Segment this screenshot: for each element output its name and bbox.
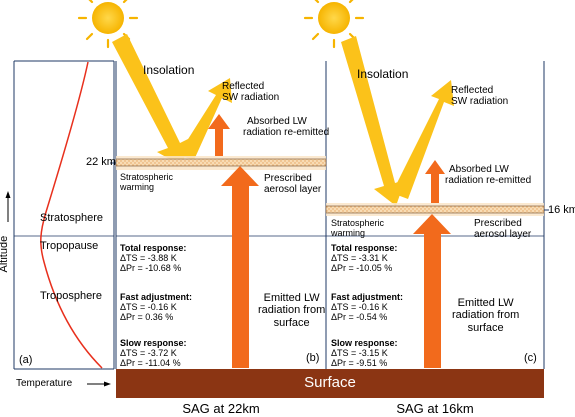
warming-line1-b: Stratospheric [120, 172, 174, 182]
panel-b-label: (b) [306, 352, 320, 364]
emitted-lw-arrow-c [413, 214, 451, 368]
absorbed-line1-c: Absorbed LW [449, 164, 509, 175]
absorbed-line1-b: Absorbed LW [247, 116, 307, 127]
fast-adjustment-b: Fast adjustment: ΔTS = -0.16 K ΔPr = 0.3… [120, 292, 192, 322]
absorbed-line2-b: radiation re-emitted [243, 127, 330, 139]
temperature-axis-label: Temperature [16, 378, 73, 389]
aerosol-line1-b: Prescribed [264, 173, 312, 184]
slow-response-b: Slow response: ΔTS = -3.72 K ΔPr = -11.0… [120, 338, 187, 368]
fast-title-b: Fast adjustment: [120, 292, 193, 302]
reflected-line1-c: Reflected [451, 85, 494, 96]
altitude-axis-label: Altitude [0, 235, 11, 273]
slow-title-c: Slow response: [331, 338, 398, 348]
slow-pr-c: ΔPr = -9.51 % [331, 358, 388, 369]
emitted-line2-c: radiation from [452, 309, 520, 322]
aerosol-label-b: Prescribed aerosol layer [264, 173, 321, 195]
aerosol-layer-c [325, 203, 545, 216]
tropopause-label: Tropopause [40, 240, 99, 252]
aerosol-line1-c: Prescribed [474, 218, 522, 229]
height-label-c: 16 km [548, 204, 575, 216]
emitted-lw-arrow-b [221, 166, 259, 368]
total-ts-c: ΔTS = -3.31 K [331, 253, 388, 264]
surface-label: Surface [304, 374, 356, 391]
total-pr-b: ΔPr = -10.68 % [120, 263, 182, 274]
warming-line2-c: warming [331, 228, 366, 239]
emitted-line1-c: Emitted LW [457, 297, 514, 309]
emitted-line1-b: Emitted LW [263, 292, 320, 304]
total-title-b: Total response: [120, 243, 187, 253]
total-pr-c: ΔPr = -10.05 % [331, 263, 393, 274]
emitted-label-b: Emitted LW radiation from surface [258, 292, 325, 329]
panel-a-label: (a) [19, 354, 33, 366]
slow-ts-b: ΔTS = -3.72 K [120, 348, 177, 359]
emitted-line3-c: surface [467, 321, 504, 334]
height-label-b: 22 km [86, 156, 116, 168]
total-response-b: Total response: ΔTS = -3.88 K ΔPr = -10.… [120, 243, 186, 273]
slow-pr-b: ΔPr = -11.04 % [120, 358, 181, 369]
absorbed-label-c: Absorbed LW radiation re-emitted [445, 164, 531, 186]
caption-c: SAG at 16km [396, 401, 474, 416]
reflected-label-c: Reflected SW radiation [451, 85, 508, 107]
warming-line2-b: warming [120, 182, 155, 193]
emitted-line3-b: surface [273, 316, 310, 329]
reemitted-lw-arrow-c [425, 160, 445, 203]
insolation-label-c: Insolation [357, 67, 409, 81]
slow-response-c: Slow response: ΔTS = -3.15 K ΔPr = -9.51… [331, 338, 398, 368]
reflected-line2-c: SW radiation [451, 96, 509, 108]
insolation-arrow-c [341, 36, 405, 206]
stratosphere-label: Stratosphere [40, 212, 103, 224]
reflected-label-b: Reflected SW radiation [222, 81, 279, 103]
troposphere-label: Troposphere [40, 290, 102, 302]
aerosol-line2-c: aerosol layer [474, 229, 532, 241]
emitted-label-c: Emitted LW radiation from surface [452, 297, 519, 334]
fast-pr-b: ΔPr = 0.36 % [120, 312, 174, 323]
reflected-arrow-c [392, 80, 454, 199]
panel-c-label: (c) [524, 352, 537, 364]
aerosol-layer-b [115, 156, 327, 170]
surface-bar [116, 369, 544, 398]
slow-ts-c: ΔTS = -3.15 K [331, 348, 388, 359]
reflected-arrow-b [178, 78, 232, 160]
temperature-profile-curve [40, 61, 103, 369]
warming-label-c: Stratospheric warming [331, 218, 384, 238]
total-ts-b: ΔTS = -3.88 K [120, 253, 177, 264]
total-title-c: Total response: [331, 243, 398, 253]
caption-b: SAG at 22km [182, 401, 260, 416]
aerosol-label-c: Prescribed aerosol layer [474, 218, 531, 240]
warming-line1-c: Stratospheric [331, 218, 385, 228]
absorbed-line2-c: radiation re-emitted [445, 175, 532, 187]
temperature-arrow [87, 381, 111, 387]
reflected-line1-b: Reflected [222, 81, 265, 92]
fast-ts-b: ΔTS = -0.16 K [120, 302, 177, 313]
fast-title-c: Fast adjustment: [331, 292, 404, 302]
fast-adjustment-c: Fast adjustment: ΔTS = -0.16 K ΔPr = -0.… [331, 292, 403, 322]
warming-label-b: Stratospheric warming [120, 172, 173, 192]
total-response-c: Total response: ΔTS = -3.31 K ΔPr = -10.… [331, 243, 397, 273]
emitted-line2-b: radiation from [258, 304, 326, 317]
left-panel-frame [13, 60, 115, 370]
reflected-line2-b: SW radiation [222, 92, 280, 104]
fast-pr-c: ΔPr = -0.54 % [331, 312, 388, 323]
insolation-label-b: Insolation [143, 63, 195, 77]
aerosol-line2-b: aerosol layer [264, 184, 322, 196]
fast-ts-c: ΔTS = -0.16 K [331, 302, 388, 313]
slow-title-b: Slow response: [120, 338, 187, 348]
reemitted-lw-arrow-b [208, 114, 230, 156]
insolation-arrow-b [112, 34, 190, 166]
absorbed-label-b: Absorbed LW radiation re-emitted [243, 116, 329, 138]
altitude-arrow [5, 191, 11, 222]
